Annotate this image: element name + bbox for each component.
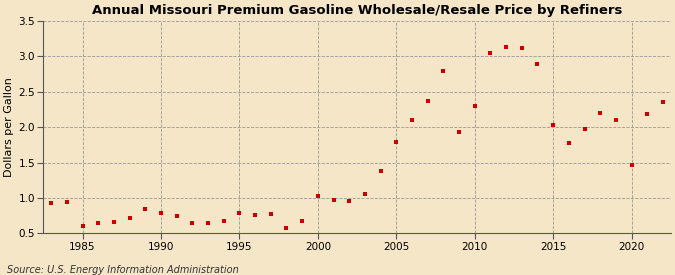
- Point: [313, 194, 323, 199]
- Point: [532, 61, 543, 66]
- Y-axis label: Dollars per Gallon: Dollars per Gallon: [4, 77, 14, 177]
- Point: [579, 127, 590, 131]
- Point: [610, 118, 621, 122]
- Point: [657, 100, 668, 104]
- Point: [391, 140, 402, 144]
- Point: [423, 99, 433, 103]
- Point: [469, 104, 480, 108]
- Point: [297, 218, 308, 223]
- Point: [626, 163, 637, 167]
- Title: Annual Missouri Premium Gasoline Wholesale/Resale Price by Refiners: Annual Missouri Premium Gasoline Wholesa…: [92, 4, 622, 17]
- Text: Source: U.S. Energy Information Administration: Source: U.S. Energy Information Administ…: [7, 265, 238, 275]
- Point: [438, 69, 449, 73]
- Point: [124, 216, 135, 220]
- Point: [281, 226, 292, 230]
- Point: [202, 221, 213, 225]
- Point: [155, 211, 166, 216]
- Point: [642, 112, 653, 117]
- Point: [61, 200, 72, 204]
- Point: [564, 141, 574, 146]
- Point: [485, 51, 496, 55]
- Point: [92, 221, 103, 225]
- Point: [454, 130, 464, 134]
- Point: [516, 46, 527, 50]
- Point: [548, 123, 559, 127]
- Point: [344, 199, 354, 204]
- Point: [77, 224, 88, 228]
- Point: [140, 206, 151, 211]
- Point: [187, 221, 198, 225]
- Point: [46, 201, 57, 205]
- Point: [328, 198, 339, 202]
- Point: [375, 169, 386, 173]
- Point: [218, 219, 229, 223]
- Point: [595, 111, 605, 115]
- Point: [406, 118, 417, 122]
- Point: [109, 220, 119, 224]
- Point: [360, 191, 371, 196]
- Point: [234, 211, 245, 216]
- Point: [501, 44, 512, 49]
- Point: [171, 213, 182, 218]
- Point: [265, 212, 276, 216]
- Point: [250, 213, 261, 217]
